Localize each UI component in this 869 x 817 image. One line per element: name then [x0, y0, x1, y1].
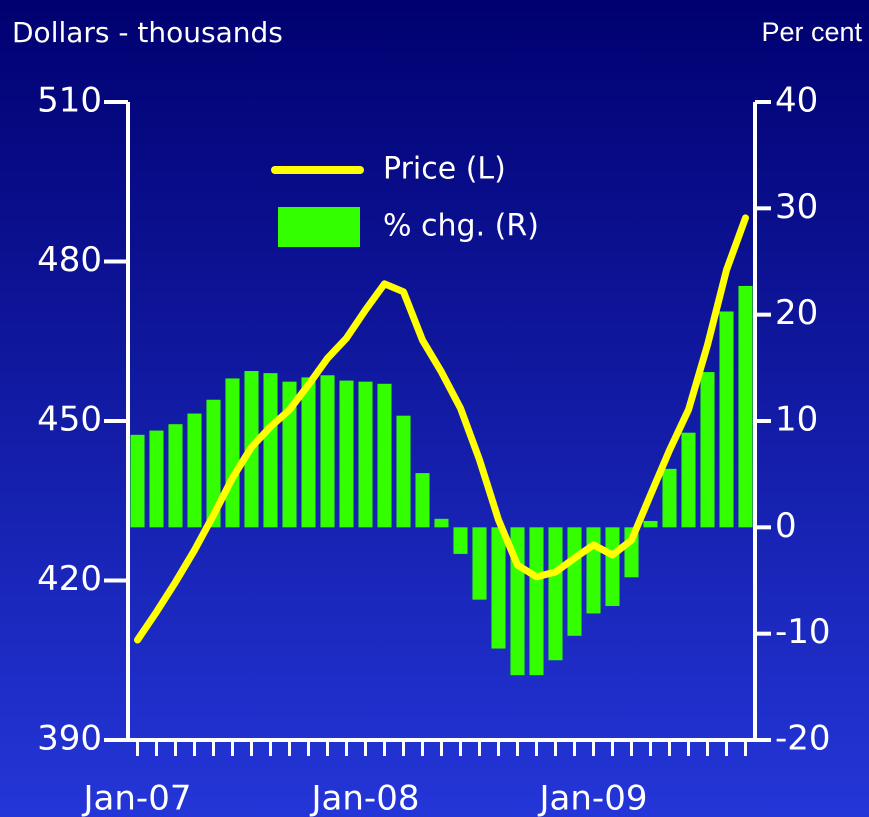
y-tick-label: 480	[37, 240, 102, 280]
bar	[187, 413, 202, 528]
bar	[681, 432, 696, 528]
y-tick-label: 510	[37, 81, 102, 121]
bar	[643, 520, 658, 528]
y2-axis-title: Per cent	[761, 17, 862, 47]
bar	[130, 434, 145, 528]
legend-label: Price (L)	[383, 152, 506, 187]
y-tick-label: 390	[37, 719, 102, 759]
bar	[586, 527, 601, 614]
bar	[738, 285, 753, 528]
bar	[320, 375, 335, 528]
y2-tick-label: 0	[775, 506, 797, 546]
bar	[415, 473, 430, 528]
y-tick-label: 420	[37, 559, 102, 599]
bar	[263, 373, 278, 528]
bar	[225, 378, 240, 528]
y2-tick-label: 30	[775, 187, 818, 227]
bar	[567, 527, 582, 636]
bar	[339, 380, 354, 528]
x-tick-label: Jan-07	[82, 779, 192, 817]
legend-swatch	[278, 207, 360, 247]
bar	[662, 468, 677, 528]
bar	[206, 399, 221, 528]
bar	[529, 527, 544, 676]
price-line	[134, 214, 749, 644]
bar	[491, 527, 506, 649]
bar	[358, 381, 373, 528]
bar	[396, 415, 411, 528]
bar	[434, 518, 449, 528]
y-tick-label: 450	[37, 400, 102, 440]
bar	[301, 377, 316, 528]
legend-label: % chg. (R)	[383, 209, 539, 244]
bar	[472, 527, 487, 600]
bar	[719, 311, 734, 528]
y2-tick-label: -20	[775, 719, 831, 759]
y2-tick-label: -10	[775, 612, 831, 652]
y-axis-title: Dollars - thousands	[12, 16, 283, 49]
bar	[548, 527, 563, 661]
bar	[282, 381, 297, 528]
y2-tick-label: 10	[775, 400, 818, 440]
bar	[149, 430, 164, 528]
bar	[605, 527, 620, 607]
bar	[453, 527, 468, 554]
bar	[700, 372, 715, 528]
x-tick-label: Jan-08	[310, 779, 420, 817]
y2-tick-label: 40	[775, 81, 818, 121]
x-tick-label: Jan-09	[538, 779, 648, 817]
y2-tick-label: 20	[775, 293, 818, 333]
bar	[377, 383, 392, 528]
bar	[168, 424, 183, 528]
